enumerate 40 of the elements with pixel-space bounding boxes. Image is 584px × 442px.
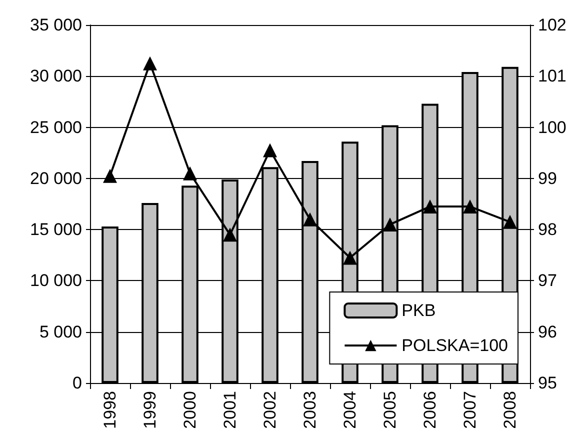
point [223, 228, 237, 242]
x-tick-label: 2007 [460, 391, 480, 429]
x-tick-label: 2004 [340, 391, 360, 429]
y2-tick-label: 98 [538, 220, 557, 240]
point [383, 217, 397, 232]
y2-tick-label: 101 [538, 66, 566, 86]
y2-tick-label: 95 [538, 374, 557, 392]
y-tick-label: 20 000 [30, 168, 82, 188]
y-tick-label: 10 000 [30, 271, 82, 290]
x-tick-label: 2008 [500, 391, 520, 429]
x-tick-label: 2005 [380, 391, 400, 429]
y2-tick-label: 99 [538, 168, 557, 188]
point [503, 214, 517, 229]
legend-label: PKB [402, 301, 436, 320]
x-tick-label: 2002 [260, 391, 280, 429]
x-tick-label: 1998 [100, 391, 120, 429]
point [303, 212, 317, 226]
point [143, 56, 157, 70]
point [263, 143, 277, 158]
point [183, 166, 197, 180]
x-tick-label: 2003 [300, 391, 320, 429]
y-tick-label: 35 000 [30, 16, 82, 34]
point [463, 200, 477, 214]
y2-tick-label: 96 [538, 322, 557, 342]
x-tick-label: 2006 [420, 391, 440, 429]
point [423, 200, 437, 214]
y2-tick-label: 97 [538, 271, 557, 290]
y2-tick-label: 102 [538, 16, 566, 34]
y2-tick-label: 100 [538, 118, 566, 137]
y-tick-label: 25 000 [30, 118, 82, 137]
point [343, 250, 357, 265]
y-tick-label: 0 [72, 374, 82, 392]
x-tick-label: 2000 [180, 391, 200, 429]
point [103, 168, 117, 183]
x-tick-label: 1999 [140, 391, 160, 429]
y-tick-label: 5 000 [39, 322, 82, 342]
y-tick-label: 30 000 [30, 66, 82, 86]
y-tick-label: 15 000 [30, 220, 82, 240]
x-tick-label: 2001 [220, 391, 240, 429]
legend-label: POLSKA=100 [402, 336, 508, 355]
